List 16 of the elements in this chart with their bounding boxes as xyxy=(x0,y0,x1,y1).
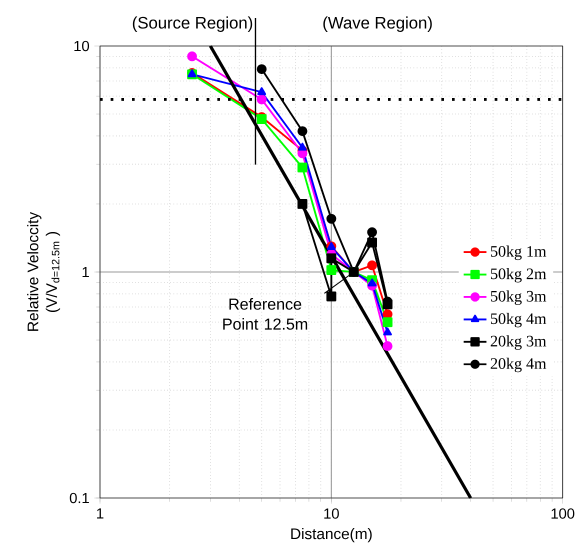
x-tick-label: 100 xyxy=(552,508,574,519)
x-tick-label: 10 xyxy=(324,508,339,519)
y-tick-label: 1 xyxy=(82,266,89,278)
legend-label: 50kg 1m xyxy=(490,246,546,260)
text: (Source Region) xyxy=(132,16,252,32)
legend-label: 50kg 2m xyxy=(490,268,546,283)
x-axis-title: Distance(m) xyxy=(291,528,372,542)
legend-label: 50kg 3m xyxy=(490,290,546,305)
x-tick-label: 1 xyxy=(97,508,104,518)
legend-label: 20kg 3m xyxy=(490,335,546,350)
text: (Wave Region) xyxy=(323,16,432,32)
legend-label: 20kg 4m xyxy=(490,358,546,372)
legend-label: 50kg 4m xyxy=(490,312,546,328)
y-tick-label: 0.1 xyxy=(70,492,89,504)
y-tick-label: 10 xyxy=(74,40,90,52)
annotation: Reference Point 12.5m xyxy=(223,298,308,330)
